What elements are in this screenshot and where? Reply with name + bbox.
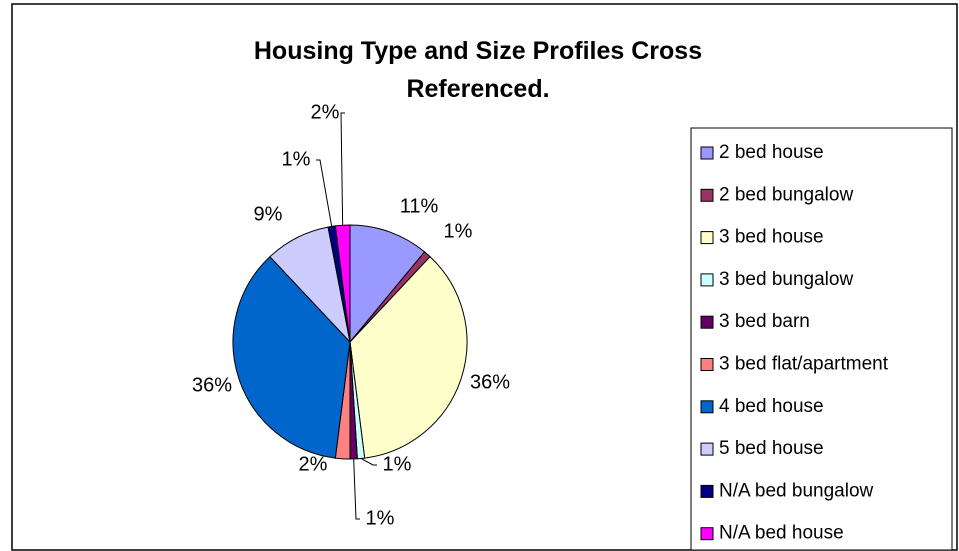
legend-box xyxy=(690,127,953,551)
data-label: 1% xyxy=(383,453,412,475)
legend-label: 5 bed house xyxy=(719,438,824,459)
legend-swatch xyxy=(700,231,714,245)
legend-label: 3 bed flat/apartment xyxy=(719,354,889,375)
legend-label: 3 bed barn xyxy=(719,311,810,332)
data-label: 11% xyxy=(400,195,439,217)
legend-swatch xyxy=(700,400,714,414)
legend-swatch xyxy=(700,358,714,371)
pie-slice xyxy=(232,256,351,459)
data-label: 1% xyxy=(444,220,473,242)
legend-label: N/A bed house xyxy=(719,523,844,544)
data-label: 2% xyxy=(311,101,340,123)
legend-label: N/A bed bungalow xyxy=(719,480,874,501)
legend-label: 2 bed bungalow xyxy=(719,184,853,205)
data-label: 36% xyxy=(470,371,510,393)
data-label: 36% xyxy=(192,374,232,396)
pie-slice xyxy=(334,224,351,343)
legend-swatch xyxy=(700,442,714,456)
legend-swatch xyxy=(700,273,714,287)
data-label: 2% xyxy=(299,453,328,475)
legend-swatch xyxy=(700,484,714,498)
pie-slice xyxy=(349,256,468,459)
chart-title: Housing Type and Size Profiles Cross Ref… xyxy=(253,37,703,103)
legend-swatch xyxy=(700,146,714,160)
data-label: 1% xyxy=(366,507,395,529)
leader-line xyxy=(316,159,333,227)
legend-swatch xyxy=(700,527,714,541)
legend-label: 4 bed house xyxy=(719,396,824,417)
legend-label: 3 bed house xyxy=(719,227,824,248)
pie-slice xyxy=(349,224,426,344)
legend-label: 3 bed bungalow xyxy=(719,269,853,290)
leader-line xyxy=(353,458,360,520)
legend-swatch xyxy=(700,315,714,329)
leader-line xyxy=(340,112,345,226)
legend-swatch xyxy=(700,188,714,202)
data-label: 1% xyxy=(282,148,311,170)
data-label: 9% xyxy=(254,203,283,225)
leader-line xyxy=(360,458,377,466)
legend-label: 2 bed house xyxy=(719,142,824,163)
